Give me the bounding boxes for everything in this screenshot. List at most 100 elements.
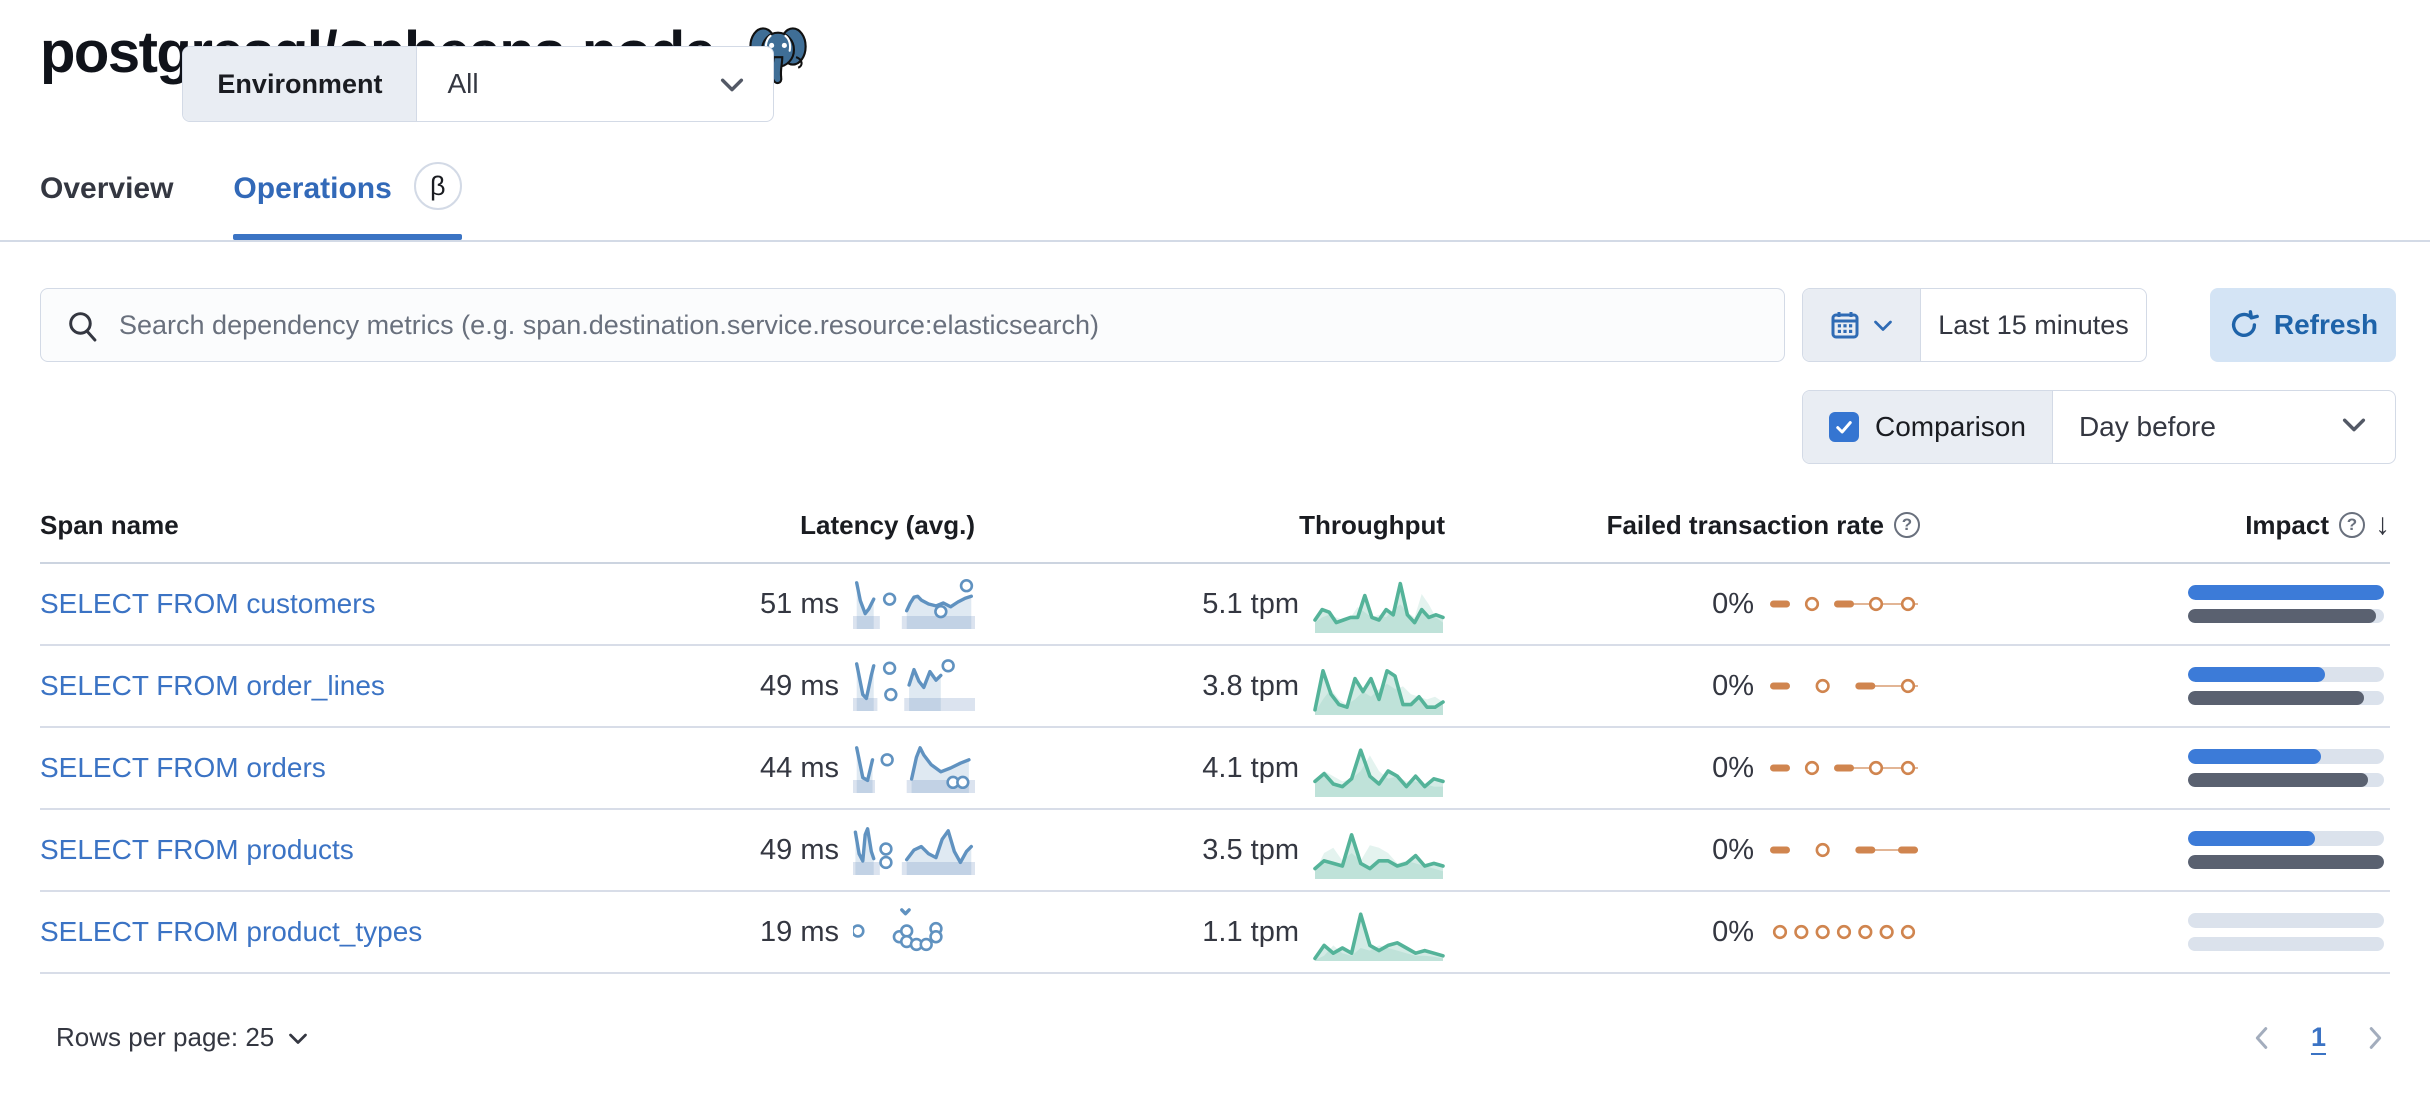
page-header: postgresql/opbeans-node Environment All xyxy=(40,14,812,122)
tab-bar: Overview Operations β xyxy=(40,162,463,240)
search-bar xyxy=(40,288,1785,362)
table-row: SELECT FROM products 49 ms 3.5 tpm 0% xyxy=(40,809,2390,892)
sort-desc-icon[interactable]: ↓ xyxy=(2375,508,2390,541)
help-icon[interactable]: ? xyxy=(1894,512,1920,538)
impact-current-bar xyxy=(2188,749,2322,764)
search-input[interactable] xyxy=(40,288,1785,362)
operations-table: Span name Latency (avg.) Throughput Fail… xyxy=(40,508,2390,974)
impact-bars xyxy=(1920,585,2390,623)
throughput-sparkline xyxy=(1313,912,1445,961)
failed-rate-sparkline xyxy=(1770,842,1918,858)
environment-label: Environment xyxy=(183,47,418,121)
latency-sparkline xyxy=(853,746,975,793)
latency-value: 19 ms xyxy=(760,915,839,948)
throughput-value: 5.1 tpm xyxy=(1202,587,1299,620)
failed-rate-value: 0% xyxy=(1712,751,1754,784)
chevron-down-icon xyxy=(289,1033,308,1044)
latency-value: 49 ms xyxy=(760,833,839,866)
impact-previous-bar xyxy=(2188,691,2365,705)
time-range-value[interactable]: Last 15 minutes xyxy=(1938,309,2129,340)
latency-sparkline xyxy=(853,579,975,629)
chevron-down-icon xyxy=(2339,409,2369,446)
refresh-icon xyxy=(2231,310,2259,337)
comparison-toggle[interactable]: Comparison xyxy=(1803,391,2053,463)
impact-previous-bar xyxy=(2188,609,2377,623)
latency-value: 51 ms xyxy=(760,587,839,620)
beta-badge: β xyxy=(413,162,462,210)
col-impact-label: Impact xyxy=(2245,509,2329,540)
rows-per-page-label: Rows per page: 25 xyxy=(56,1022,275,1052)
impact-previous-bar xyxy=(2188,773,2369,787)
col-failed-rate[interactable]: Failed transaction rate ? xyxy=(1607,510,1920,541)
throughput-value: 3.5 tpm xyxy=(1202,833,1299,866)
throughput-value: 1.1 tpm xyxy=(1202,915,1299,948)
span-name-link[interactable]: SELECT FROM orders xyxy=(40,752,326,783)
col-failed-rate-label: Failed transaction rate xyxy=(1606,509,1884,540)
failed-rate-sparkline xyxy=(1772,924,1916,940)
pagination-bar: Rows per page: 25 1 xyxy=(40,1022,2390,1053)
failed-rate-sparkline xyxy=(1770,596,1918,612)
next-page-icon[interactable] xyxy=(2360,1023,2390,1053)
failed-rate-value: 0% xyxy=(1712,587,1754,620)
impact-previous-bar xyxy=(2188,855,2384,869)
span-name-link[interactable]: SELECT FROM products xyxy=(40,834,354,865)
throughput-sparkline xyxy=(1313,833,1445,879)
tabs-divider xyxy=(0,240,2430,242)
failed-rate-value: 0% xyxy=(1712,833,1754,866)
failed-rate-sparkline xyxy=(1770,678,1918,694)
span-name-link[interactable]: SELECT FROM customers xyxy=(40,588,376,619)
throughput-sparkline xyxy=(1313,581,1445,633)
span-name-link[interactable]: SELECT FROM order_lines xyxy=(40,670,385,701)
span-name-link[interactable]: SELECT FROM product_types xyxy=(40,916,423,947)
failed-rate-sparkline xyxy=(1770,760,1918,776)
impact-bars xyxy=(1920,831,2390,869)
col-latency[interactable]: Latency (avg.) xyxy=(800,509,975,540)
tab-overview[interactable]: Overview xyxy=(40,172,174,205)
comparison-value: Day before xyxy=(2078,411,2216,442)
col-impact[interactable]: Impact ? ↓ xyxy=(2245,508,2390,542)
page-number[interactable]: 1 xyxy=(2310,1022,2326,1052)
table-row: SELECT FROM order_lines 49 ms 3.8 tpm 0% xyxy=(40,645,2390,728)
throughput-value: 4.1 tpm xyxy=(1202,751,1299,784)
chevron-down-icon xyxy=(1873,320,1892,331)
failed-rate-value: 0% xyxy=(1712,915,1754,948)
environment-filter[interactable]: Environment All xyxy=(182,46,775,122)
impact-bars xyxy=(1920,667,2390,705)
comparison-select[interactable]: Day before xyxy=(2053,391,2395,463)
throughput-sparkline xyxy=(1313,748,1445,797)
help-icon[interactable]: ? xyxy=(2339,512,2365,538)
latency-value: 44 ms xyxy=(760,751,839,784)
throughput-value: 3.8 tpm xyxy=(1202,669,1299,702)
impact-current-bar xyxy=(2188,667,2326,682)
table-row: SELECT FROM customers 51 ms 5.1 tpm 0% xyxy=(40,563,2390,646)
calendar-icon xyxy=(1831,312,1858,339)
refresh-label: Refresh xyxy=(2273,309,2379,340)
failed-rate-value: 0% xyxy=(1712,669,1754,702)
impact-bars xyxy=(1920,913,2390,951)
throughput-sparkline xyxy=(1313,669,1445,715)
tab-operations[interactable]: Operations β xyxy=(233,162,463,240)
col-span-name[interactable]: Span name xyxy=(40,509,179,540)
chevron-down-icon xyxy=(717,47,773,121)
table-row: SELECT FROM product_types 19 ms 1.1 tpm … xyxy=(40,891,2390,974)
refresh-button[interactable]: Refresh xyxy=(2210,288,2396,362)
latency-sparkline xyxy=(853,908,943,952)
time-range-picker[interactable]: Last 15 minutes xyxy=(1802,288,2147,362)
comparison-checkbox[interactable] xyxy=(1829,412,1859,442)
comparison-control: Comparison Day before xyxy=(1802,390,2396,464)
table-row: SELECT FROM orders 44 ms 4.1 tpm 0% xyxy=(40,727,2390,810)
search-icon xyxy=(66,309,100,348)
comparison-label: Comparison xyxy=(1875,411,2026,442)
impact-current-bar xyxy=(2188,585,2384,600)
tab-operations-label: Operations xyxy=(233,172,392,205)
prev-page-icon[interactable] xyxy=(2247,1023,2277,1053)
latency-sparkline xyxy=(853,659,975,711)
col-throughput[interactable]: Throughput xyxy=(1299,509,1445,540)
environment-value: All xyxy=(447,68,479,99)
rows-per-page-select[interactable]: Rows per page: 25 xyxy=(56,1022,310,1053)
impact-current-bar xyxy=(2188,831,2316,846)
impact-bars xyxy=(1920,749,2390,787)
latency-sparkline xyxy=(853,827,975,875)
calendar-segment[interactable] xyxy=(1803,289,1921,361)
